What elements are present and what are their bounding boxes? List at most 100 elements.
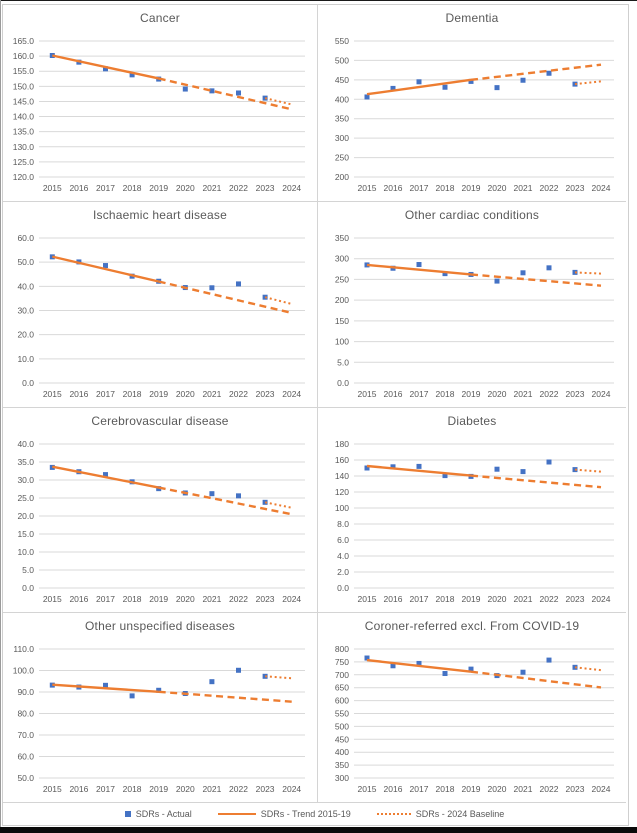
- y-tick-label: 250: [335, 274, 349, 284]
- data-point: [494, 466, 500, 472]
- y-tick-label: 70.0: [17, 730, 34, 740]
- y-tick-label: 400: [335, 94, 349, 104]
- x-tick-label: 2024: [592, 594, 611, 604]
- charts-grid: Cancer 120.0 125.0 130.0 135.0 140.0 145.0 150…: [3, 5, 628, 825]
- y-tick-label: 15.0: [17, 529, 34, 539]
- data-point: [103, 263, 108, 269]
- chart-plot: 50.0 60.0 70.0 80.0 90.0 100.0 110.0 2015 2016 20…: [13, 644, 305, 794]
- chart-title: Other unspecified diseases: [85, 619, 235, 633]
- y-tick-label: 200: [335, 295, 349, 305]
- data-point: [468, 666, 474, 672]
- x-tick-label: 2017: [96, 389, 115, 399]
- data-point: [103, 66, 108, 72]
- y-tick-label: 125.0: [13, 157, 35, 167]
- data-point: [520, 469, 526, 475]
- chart-panel-dementia: Dementia 200 250 300 350 400 450 500 550 2015 201…: [318, 5, 626, 202]
- baseline-dotted-line: [264, 296, 292, 305]
- y-tick-label: 25.0: [17, 493, 34, 503]
- legend-label: SDRs - Actual: [135, 809, 192, 819]
- y-tick-label: 350: [335, 760, 349, 770]
- legend-label: SDRs - 2024 Baseline: [415, 809, 505, 819]
- y-tick-label: 180: [335, 439, 349, 449]
- trend-line-solid: [52, 54, 159, 80]
- x-tick-label: 2017: [410, 784, 429, 794]
- window-left-edge: [0, 0, 1, 827]
- y-tick-label: 6.0: [337, 535, 349, 545]
- y-tick-label: 8.0: [337, 519, 349, 529]
- chart-title: Cerebrovascular disease: [91, 414, 229, 428]
- y-tick-label: 80.0: [17, 709, 34, 719]
- y-tick-label: 50.0: [17, 773, 34, 783]
- x-tick-label: 2016: [69, 183, 88, 193]
- x-tick-label: 2024: [282, 183, 301, 193]
- x-tick-label: 2015: [358, 389, 377, 399]
- x-tick-label: 2024: [592, 183, 611, 193]
- x-tick-label: 2022: [229, 594, 248, 604]
- y-tick-label: 250: [335, 153, 349, 163]
- y-tick-label: 40.0: [17, 439, 34, 449]
- data-point: [236, 281, 241, 287]
- y-tick-label: 200: [335, 172, 349, 182]
- chart-title: Dementia: [445, 11, 499, 25]
- y-tick-label: 500: [335, 55, 349, 65]
- x-tick-label: 2019: [462, 183, 481, 193]
- baseline-dotted-line: [264, 501, 292, 509]
- x-tick-label: 2022: [540, 389, 559, 399]
- x-tick-label: 2022: [229, 183, 248, 193]
- x-tick-label: 2017: [96, 784, 115, 794]
- chart-title: Coroner-referred excl. From COVID-19: [364, 619, 580, 633]
- x-tick-label: 2016: [69, 784, 88, 794]
- data-point: [209, 491, 215, 497]
- chart-plot: 0.0 10.0 20.0 30.0 40.0 50.0 60.0 2015 2016 2017 2…: [17, 233, 305, 399]
- x-tick-label: 2016: [69, 389, 88, 399]
- x-tick-label: 2018: [436, 594, 455, 604]
- x-tick-label: 2020: [176, 183, 195, 193]
- y-tick-label: 0.0: [337, 583, 349, 593]
- x-tick-label: 2020: [488, 784, 507, 794]
- y-tick-label: 500: [335, 721, 349, 731]
- data-point: [442, 84, 448, 90]
- x-tick-label: 2017: [410, 594, 429, 604]
- data-point: [416, 79, 422, 85]
- trend-line-dashed: [158, 486, 292, 516]
- chart-panel-cancer: Cancer 120.0 125.0 130.0 135.0 140.0 145.0 150…: [3, 5, 318, 202]
- y-tick-label: 450: [335, 734, 349, 744]
- chart-title: Diabetes: [447, 414, 497, 428]
- x-tick-label: 2018: [123, 784, 142, 794]
- y-tick-label: 150: [335, 316, 349, 326]
- data-point: [520, 669, 526, 675]
- y-tick-label: 130.0: [13, 142, 35, 152]
- x-tick-label: 2021: [202, 594, 221, 604]
- data-point: [364, 655, 370, 661]
- y-tick-label: 20.0: [17, 511, 34, 521]
- baseline-dotted-line: [574, 271, 602, 275]
- y-tick-label: 5.0: [337, 357, 349, 367]
- y-tick-label: 350: [335, 114, 349, 124]
- data-point: [262, 673, 268, 679]
- y-tick-label: 40.0: [17, 281, 34, 291]
- data-point: [416, 660, 422, 666]
- x-tick-label: 2018: [436, 784, 455, 794]
- y-tick-label: 165.0: [13, 36, 35, 46]
- x-tick-label: 2018: [436, 389, 455, 399]
- x-tick-label: 2023: [566, 389, 585, 399]
- x-tick-label: 2023: [566, 594, 585, 604]
- x-tick-label: 2024: [282, 389, 301, 399]
- legend-item-actual: SDRs - Actual: [124, 809, 192, 819]
- x-tick-label: 2018: [123, 594, 142, 604]
- legend-item-trend: SDRs - Trend 2015-19: [217, 809, 351, 819]
- chart-panel-other-unspecified-diseases: Other unspecified diseases 50.0 60.0 70.0 8…: [3, 613, 318, 803]
- x-tick-label: 2015: [43, 594, 62, 604]
- data-point: [236, 493, 241, 499]
- y-tick-label: 550: [335, 709, 349, 719]
- y-tick-label: 300: [335, 254, 349, 264]
- x-tick-label: 2020: [176, 594, 195, 604]
- x-tick-label: 2019: [462, 389, 481, 399]
- x-tick-label: 2021: [514, 784, 533, 794]
- x-tick-label: 2021: [514, 594, 533, 604]
- x-tick-label: 2017: [96, 594, 115, 604]
- y-tick-label: 10.0: [17, 547, 34, 557]
- x-tick-label: 2024: [592, 784, 611, 794]
- y-tick-label: 600: [335, 696, 349, 706]
